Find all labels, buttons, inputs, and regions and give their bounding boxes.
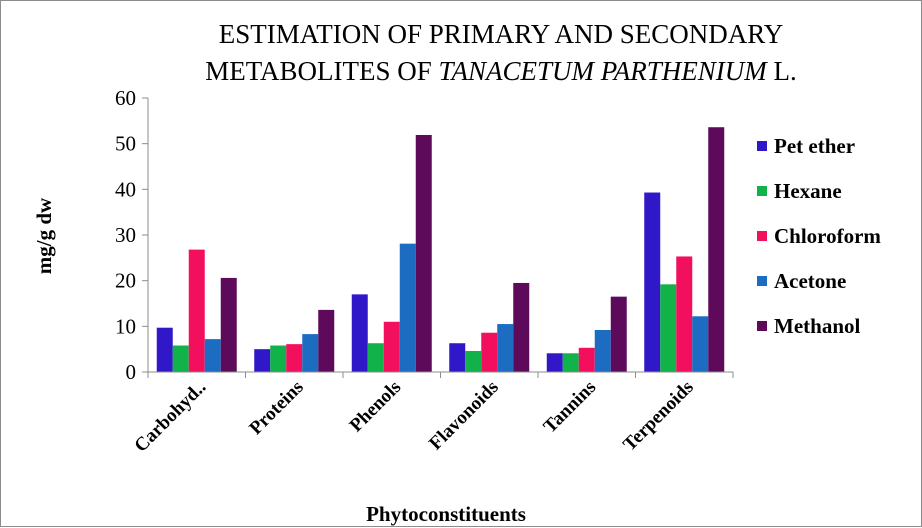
y-tick-label: 20 (115, 269, 136, 293)
bar-pet-ether (351, 294, 368, 372)
y-tick-label: 60 (115, 86, 136, 110)
bar-acetone (399, 243, 416, 372)
bar-chloroform (481, 332, 498, 372)
legend-label: Chloroform (774, 224, 881, 248)
y-tick-label: 10 (115, 314, 136, 338)
legend: Pet ether Hexane Chloroform Acetone Methanol (757, 134, 881, 338)
bar-methanol (513, 282, 530, 372)
bar-hexane (660, 284, 677, 372)
bar-acetone (302, 334, 319, 372)
bar-pet-ether (644, 192, 661, 372)
chart-title-line2-prefix: METABOLITES OF (205, 56, 438, 86)
bar-acetone (204, 339, 221, 372)
y-tick-label: 30 (115, 223, 136, 247)
legend-swatch (757, 276, 767, 286)
chart-title-line1: ESTIMATION OF PRIMARY AND SECONDARY (219, 19, 784, 49)
bar-hexane (270, 345, 287, 372)
legend-swatch (757, 141, 767, 151)
chart-title-line2-suffix: L. (767, 56, 797, 86)
bar-acetone (497, 324, 514, 372)
legend-label: Acetone (774, 269, 846, 293)
legend-label: Pet ether (774, 134, 855, 158)
bar-acetone (594, 329, 611, 372)
bar-pet-ether (546, 353, 563, 372)
legend-swatch (757, 186, 767, 196)
y-tick-label: 40 (115, 177, 136, 201)
x-category-label: Terpenoids (619, 377, 698, 456)
y-tick-label: 0 (126, 360, 137, 384)
legend-swatch (757, 231, 767, 241)
legend-swatch (757, 321, 767, 331)
bar-pet-ether (254, 349, 271, 372)
bar-methanol (610, 296, 627, 372)
y-axis-title: mg/g dw (32, 197, 56, 274)
bar-chloroform (286, 344, 303, 372)
x-category-label: Phenols (346, 377, 406, 437)
bar-methanol (708, 127, 725, 372)
x-category-label: Tannins (540, 377, 601, 438)
bar-chloroform (578, 347, 595, 372)
chart-title-line2: METABOLITES OF TANACETUM PARTHENIUM L. (205, 56, 797, 86)
bar-hexane (172, 345, 189, 372)
bar-acetone (692, 316, 709, 372)
x-category-label: Flavonoids (425, 377, 503, 455)
bar-pet-ether (449, 343, 466, 372)
legend-label: Hexane (774, 179, 842, 203)
x-axis-title: Phytoconstituents (366, 502, 526, 526)
bar-chloroform (676, 256, 693, 372)
bar-chloroform (188, 249, 205, 372)
bar-pet-ether (156, 327, 173, 372)
plot-area: 0 10 20 30 40 50 60 Carbohyd.. Proteins Phenols Fl… (115, 86, 734, 457)
chart-title-species: TANACETUM PARTHENIUM (439, 56, 769, 86)
bar-methanol (318, 309, 335, 372)
bar-hexane (367, 343, 384, 372)
x-category-label: Proteins (245, 377, 307, 439)
bar-methanol (220, 277, 237, 372)
bar-hexane (562, 353, 579, 372)
x-category-label: Carbohyd.. (130, 377, 210, 457)
bar-chloroform (383, 321, 400, 372)
bar-hexane (465, 350, 482, 372)
bar-methanol (415, 134, 432, 372)
legend-label: Methanol (774, 314, 860, 338)
y-tick-label: 50 (115, 132, 136, 156)
